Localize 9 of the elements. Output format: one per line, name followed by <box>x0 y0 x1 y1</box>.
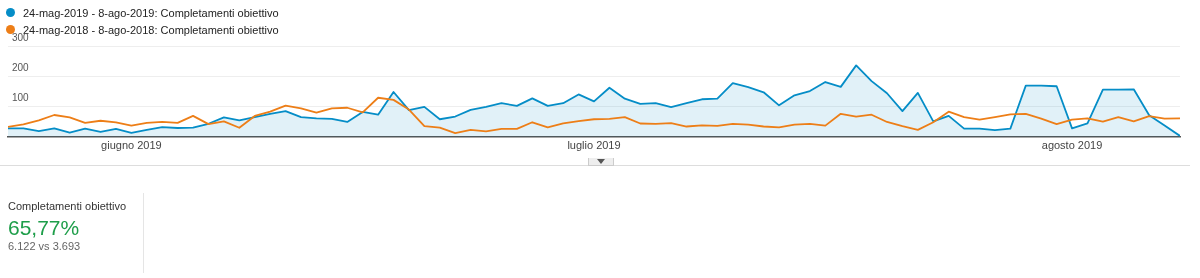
text: 6.122 vs 3.693 <box>8 240 82 252</box>
legend-label: 24-mag-2019 - 8-ago-2019: Completamenti obiettivo <box>23 6 279 19</box>
y-tick-label: 200 <box>12 62 30 74</box>
x-tick-label: agosto 2019 <box>1041 139 1103 152</box>
x-tick-label: luglio 2019 <box>567 139 621 152</box>
text: 65,77% <box>8 216 81 240</box>
text: Completamenti obiettivo <box>8 200 127 212</box>
x-tick-label: giugno 2019 <box>101 139 162 152</box>
y-tick-label: 100 <box>12 92 30 104</box>
